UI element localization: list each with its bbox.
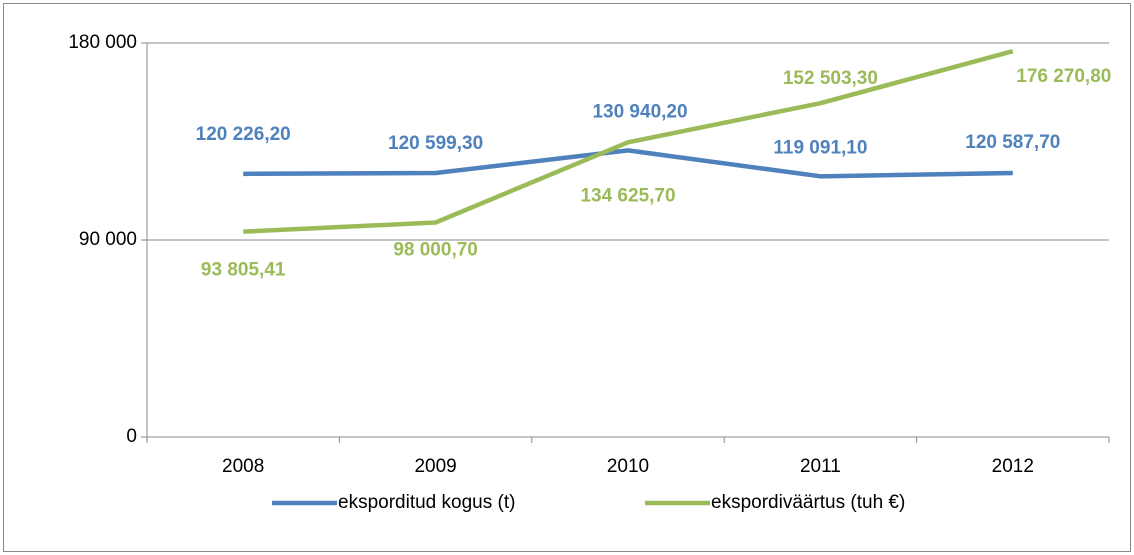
legend-label: ekspordiväärtus (tuh €): [711, 492, 905, 513]
series-line: [243, 148, 1013, 179]
x-tick-label: 2012: [992, 456, 1034, 477]
data-label: 98 000,70: [393, 240, 478, 261]
data-label: 134 625,70: [580, 185, 675, 206]
data-label: 120 226,20: [196, 124, 291, 145]
x-tick-label: 2010: [607, 456, 649, 477]
chart-frame: [3, 3, 1131, 552]
data-label: 120 599,30: [388, 133, 483, 154]
data-label: 176 270,80: [1016, 66, 1111, 87]
data-label: 120 587,70: [965, 132, 1060, 153]
x-tick-label: 2011: [800, 456, 841, 477]
data-label: 152 503,30: [783, 68, 878, 89]
data-label: 130 940,20: [592, 101, 687, 122]
series-line: [243, 48, 1014, 234]
x-tick-label: 2008: [222, 456, 264, 477]
y-tick-label: 0: [126, 426, 137, 447]
legend-label: eksporditud kogus (t): [338, 492, 515, 513]
y-tick-label: 90 000: [79, 229, 137, 250]
y-tick-label: 180 000: [68, 32, 137, 53]
data-label: 93 805,41: [201, 260, 286, 281]
data-label: 119 091,10: [773, 137, 867, 158]
x-tick-label: 2009: [414, 456, 456, 477]
